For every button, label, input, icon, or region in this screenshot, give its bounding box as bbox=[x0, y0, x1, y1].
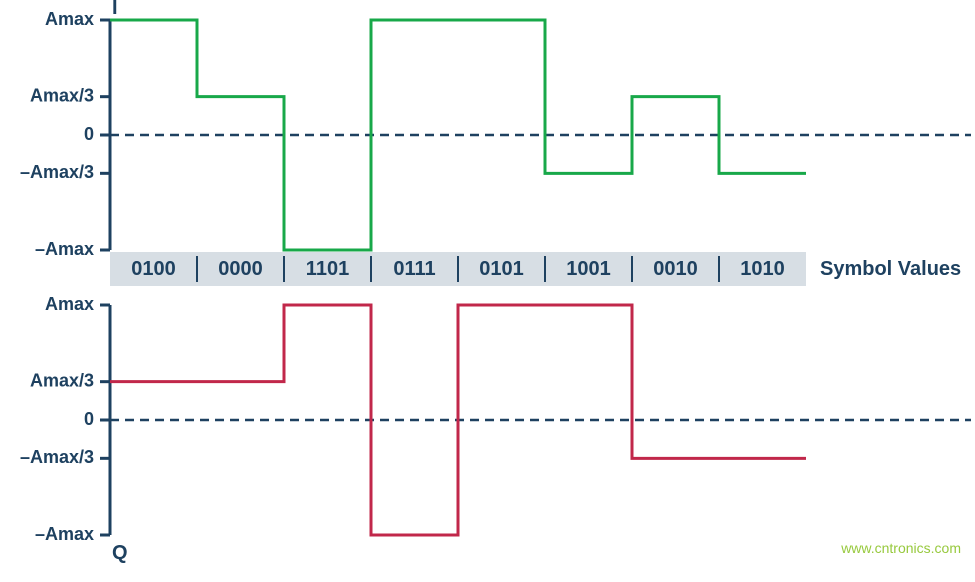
chart-q-ytick-label: Amax bbox=[45, 294, 94, 314]
symbol-value: 1001 bbox=[566, 258, 611, 280]
chart-i-ytick-label: Amax/3 bbox=[30, 85, 94, 105]
symbol-value: 0000 bbox=[218, 258, 263, 280]
chart-q-ytick-label: Amax/3 bbox=[30, 370, 94, 390]
chart-q-ytick-label: –Amax/3 bbox=[20, 447, 94, 467]
chart-q-ytick-label: –Amax bbox=[35, 524, 94, 544]
iq-waveform-diagram: Amax Amax/3 0 –Amax/3 –Amax I 0100 0000 1101 0111… bbox=[0, 0, 975, 582]
symbol-value: 0010 bbox=[653, 258, 698, 280]
chart-i-ytick-label: –Amax/3 bbox=[20, 162, 94, 182]
symbol-row: 0100 0000 1101 0111 0101 1001 0010 1010 Symbol V… bbox=[110, 252, 961, 286]
symbol-value: 1101 bbox=[306, 258, 349, 280]
chart-i-ytick-label: 0 bbox=[84, 124, 94, 144]
symbol-row-label: Symbol Values bbox=[820, 258, 961, 280]
symbol-value: 1010 bbox=[740, 258, 785, 280]
watermark-text: www.cntronics.com bbox=[841, 540, 961, 556]
symbol-value: 0100 bbox=[131, 258, 176, 280]
chart-i-ytick-label: –Amax bbox=[35, 239, 94, 259]
chart-q-ytick-label: 0 bbox=[84, 409, 94, 429]
chart-q-axis-label: Q bbox=[112, 542, 128, 564]
symbol-value: 0101 bbox=[479, 258, 524, 280]
chart-i-ytick-label: Amax bbox=[45, 9, 94, 29]
chart-q: Amax Amax/3 0 –Amax/3 –Amax Q bbox=[20, 294, 971, 564]
chart-i-axis-label: I bbox=[112, 0, 118, 19]
chart-svg: Amax Amax/3 0 –Amax/3 –Amax I 0100 0000 1101 0111… bbox=[0, 0, 975, 582]
symbol-value: 0111 bbox=[393, 258, 435, 280]
chart-i: Amax Amax/3 0 –Amax/3 –Amax I bbox=[20, 0, 971, 259]
